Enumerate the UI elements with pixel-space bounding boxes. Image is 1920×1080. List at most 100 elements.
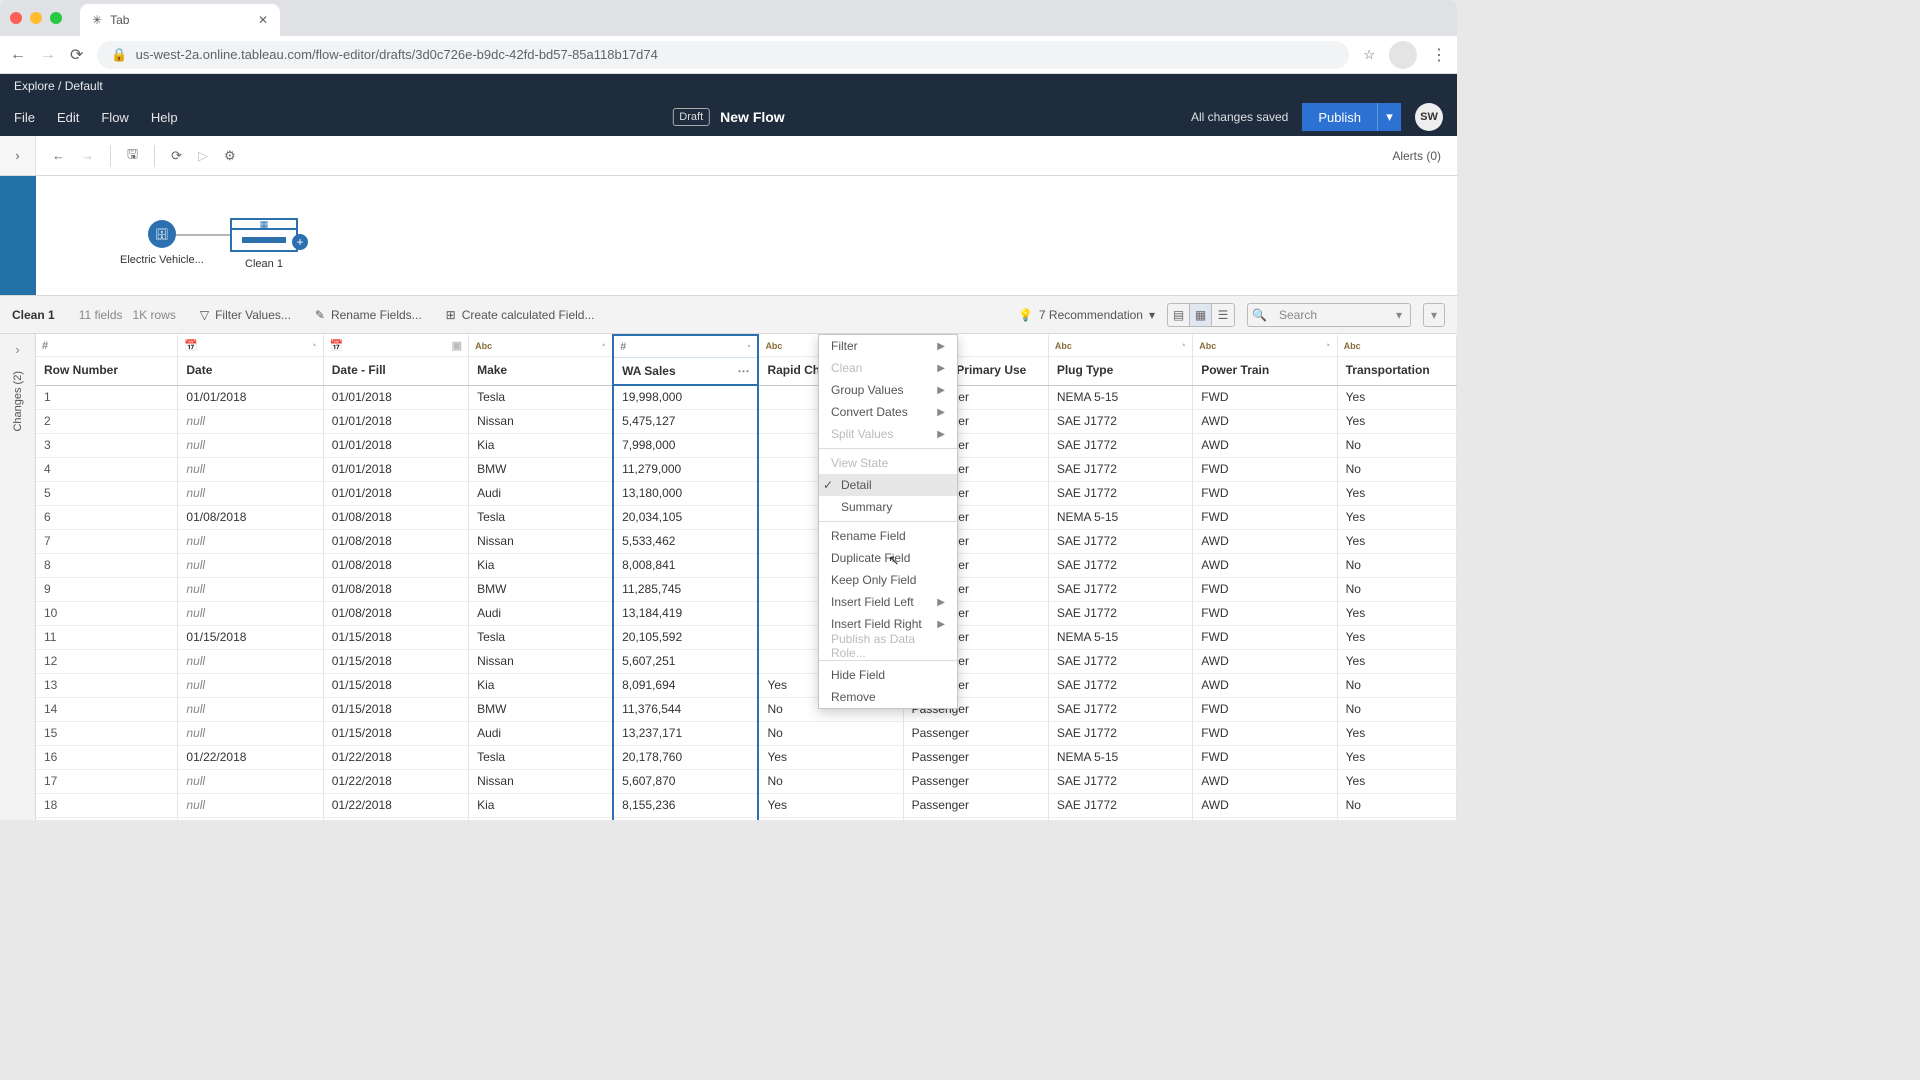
- table-cell[interactable]: AWD: [1193, 649, 1337, 673]
- table-cell[interactable]: 5: [36, 481, 178, 505]
- table-cell[interactable]: 2: [36, 409, 178, 433]
- table-cell[interactable]: 01/22/2018: [323, 793, 468, 817]
- table-cell[interactable]: 5,607,251: [613, 649, 758, 673]
- table-cell[interactable]: Yes: [1337, 601, 1456, 625]
- table-row[interactable]: 3null01/01/2018Kia7,998,000PassengerSAE …: [36, 433, 1457, 457]
- table-cell[interactable]: 8,091,694: [613, 673, 758, 697]
- table-cell[interactable]: 01/08/2018: [323, 529, 468, 553]
- table-row[interactable]: 17null01/22/2018Nissan5,607,870NoPasseng…: [36, 769, 1457, 793]
- view-profile-button[interactable]: ▤: [1168, 304, 1190, 326]
- table-cell[interactable]: null: [178, 673, 323, 697]
- table-cell[interactable]: null: [178, 481, 323, 505]
- table-cell[interactable]: 01/15/2018: [323, 721, 468, 745]
- table-cell[interactable]: 1: [36, 385, 178, 409]
- table-row[interactable]: 1601/22/201801/22/2018Tesla20,178,760Yes…: [36, 745, 1457, 769]
- table-cell[interactable]: SAE J1772: [1048, 793, 1192, 817]
- table-cell[interactable]: FWD: [1193, 505, 1337, 529]
- table-cell[interactable]: SAE J1772: [1048, 577, 1192, 601]
- table-cell[interactable]: No: [1337, 817, 1456, 820]
- table-cell[interactable]: null: [178, 793, 323, 817]
- table-cell[interactable]: 01/01/2018: [323, 409, 468, 433]
- ctx-duplicate-field[interactable]: Duplicate Field: [819, 547, 957, 569]
- table-cell[interactable]: Audi: [469, 721, 613, 745]
- table-cell[interactable]: 11,279,000: [613, 457, 758, 481]
- table-cell[interactable]: Yes: [1337, 649, 1456, 673]
- reload-icon[interactable]: ⟳: [70, 45, 83, 65]
- table-cell[interactable]: null: [178, 769, 323, 793]
- table-cell[interactable]: No: [1337, 793, 1456, 817]
- flow-name[interactable]: New Flow: [720, 109, 785, 125]
- table-row[interactable]: 8null01/08/2018Kia8,008,841PassengerSAE …: [36, 553, 1457, 577]
- table-cell[interactable]: 16: [36, 745, 178, 769]
- table-cell[interactable]: 13,184,419: [613, 601, 758, 625]
- table-cell[interactable]: 13,237,171: [613, 721, 758, 745]
- table-cell[interactable]: 01/15/2018: [178, 625, 323, 649]
- table-cell[interactable]: 01/22/2018: [323, 769, 468, 793]
- settings-icon[interactable]: ⚙: [224, 148, 236, 164]
- breadcrumb-default[interactable]: Default: [65, 79, 103, 93]
- alerts-link[interactable]: Alerts (0): [1392, 149, 1457, 163]
- ctx-group-values[interactable]: Group Values▶: [819, 379, 957, 401]
- minimize-window-icon[interactable]: [30, 12, 42, 24]
- table-row[interactable]: 1101/15/201801/15/2018Tesla20,105,592Pas…: [36, 625, 1457, 649]
- table-row[interactable]: 13null01/15/2018Kia8,091,694YesPassenger…: [36, 673, 1457, 697]
- table-cell[interactable]: 15: [36, 721, 178, 745]
- table-row[interactable]: 12null01/15/2018Nissan5,607,251Passenger…: [36, 649, 1457, 673]
- ctx-rename-field[interactable]: Rename Field: [819, 525, 957, 547]
- table-cell[interactable]: FWD: [1193, 697, 1337, 721]
- table-cell[interactable]: BMW: [469, 697, 613, 721]
- table-cell[interactable]: 17: [36, 769, 178, 793]
- table-cell[interactable]: 01/08/2018: [323, 577, 468, 601]
- bookmark-icon[interactable]: ☆: [1363, 47, 1375, 63]
- table-cell[interactable]: null: [178, 601, 323, 625]
- table-cell[interactable]: 4: [36, 457, 178, 481]
- browser-tab[interactable]: ✳ Tab ✕: [80, 4, 280, 36]
- table-row[interactable]: 7null01/08/2018Nissan5,533,462PassengerS…: [36, 529, 1457, 553]
- table-cell[interactable]: Kia: [469, 673, 613, 697]
- table-cell[interactable]: null: [178, 553, 323, 577]
- ctx-publish-role[interactable]: Publish as Data Role...: [819, 635, 957, 657]
- table-cell[interactable]: FWD: [1193, 817, 1337, 820]
- table-cell[interactable]: SAE J1772: [1048, 409, 1192, 433]
- column-header[interactable]: Abc◔Plug Type: [1048, 335, 1192, 385]
- table-cell[interactable]: 11: [36, 625, 178, 649]
- table-cell[interactable]: 10: [36, 601, 178, 625]
- table-cell[interactable]: 12: [36, 649, 178, 673]
- table-cell[interactable]: 7,998,000: [613, 433, 758, 457]
- table-row[interactable]: 15null01/15/2018Audi13,237,171NoPassenge…: [36, 721, 1457, 745]
- table-row[interactable]: 18null01/22/2018Kia8,155,236YesPassenger…: [36, 793, 1457, 817]
- table-cell[interactable]: No: [1337, 673, 1456, 697]
- table-cell[interactable]: SAE J1772: [1048, 553, 1192, 577]
- table-cell[interactable]: 19: [36, 817, 178, 820]
- table-cell[interactable]: SAE J1772: [1048, 433, 1192, 457]
- table-cell[interactable]: SAE J1772: [1048, 817, 1192, 820]
- table-cell[interactable]: No: [758, 769, 903, 793]
- table-cell[interactable]: FWD: [1193, 601, 1337, 625]
- table-cell[interactable]: 01/08/2018: [178, 505, 323, 529]
- table-cell[interactable]: AWD: [1193, 433, 1337, 457]
- table-cell[interactable]: 5,475,127: [613, 409, 758, 433]
- table-cell[interactable]: 01/15/2018: [323, 625, 468, 649]
- column-header[interactable]: Abc◔Power Train: [1193, 335, 1337, 385]
- table-cell[interactable]: null: [178, 433, 323, 457]
- table-cell[interactable]: FWD: [1193, 481, 1337, 505]
- table-row[interactable]: 19null01/22/2018BMW11,426,176NoPassenger…: [36, 817, 1457, 820]
- table-cell[interactable]: 01/01/2018: [323, 481, 468, 505]
- maximize-window-icon[interactable]: [50, 12, 62, 24]
- table-cell[interactable]: 01/01/2018: [323, 433, 468, 457]
- table-cell[interactable]: NEMA 5-15: [1048, 625, 1192, 649]
- column-header[interactable]: 📅▣Date - Fill: [323, 335, 468, 385]
- user-avatar[interactable]: SW: [1415, 103, 1443, 131]
- table-row[interactable]: 5null01/01/2018Audi13,180,000PassengerSA…: [36, 481, 1457, 505]
- table-cell[interactable]: Kia: [469, 433, 613, 457]
- redo-icon[interactable]: →: [81, 148, 94, 163]
- url-input[interactable]: 🔒 us-west-2a.online.tableau.com/flow-edi…: [97, 41, 1349, 69]
- table-cell[interactable]: FWD: [1193, 457, 1337, 481]
- table-cell[interactable]: SAE J1772: [1048, 457, 1192, 481]
- table-cell[interactable]: Yes: [758, 793, 903, 817]
- menu-file[interactable]: File: [14, 110, 35, 125]
- recommendation-button[interactable]: 💡7 Recommendation▾: [1018, 308, 1155, 322]
- column-header[interactable]: Abc◔Make: [469, 335, 613, 385]
- table-cell[interactable]: BMW: [469, 577, 613, 601]
- table-cell[interactable]: Yes: [758, 745, 903, 769]
